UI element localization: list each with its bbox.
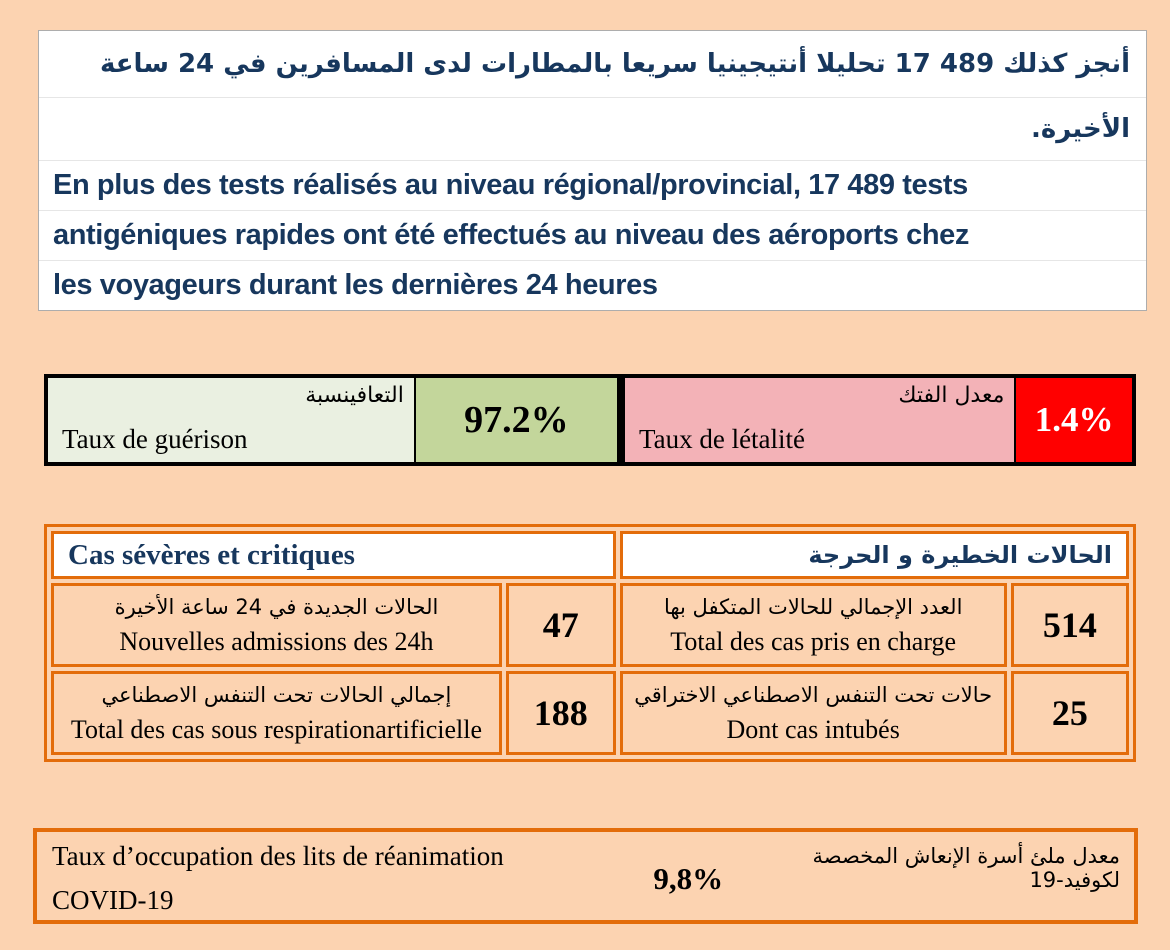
severe-table-title-arabic: الحالات الخطيرة و الحرجة	[619, 531, 1129, 579]
ventilation-label-cell: إجمالي الحالات تحت التنفس الاصطناعي Tota…	[51, 671, 502, 755]
severe-table-header-row: Cas sévères et critiques الحالات الخطيرة…	[51, 531, 1129, 579]
severe-table-title-french: Cas sévères et critiques	[51, 531, 616, 579]
total-cases-label-cell: العدد الإجمالي للحالات المتكفل بها Total…	[619, 583, 1007, 667]
french-tests-text-line3: les voyageurs durant les dernières 24 he…	[39, 260, 1146, 310]
severe-table-row-1: الحالات الجديدة في 24 ساعة الأخيرة Nouve…	[51, 583, 1129, 667]
fatality-label-french: Taux de létalité	[639, 424, 806, 454]
icu-label-arabic: معدل ملئ أسرة الإنعاش المخصصة لكوفيد-19	[812, 844, 1120, 892]
recovery-rate-value: 97.2%	[413, 378, 617, 462]
recovery-label-french: Taux de guérison	[62, 424, 248, 454]
intubated-label-arabic: حالات تحت التنفس الاصطناعي الاختراقي	[634, 683, 993, 707]
total-cases-label-french: Total des cas pris en charge	[670, 627, 957, 656]
icu-label-french-line1: Taux d’occupation des lits de réanimatio…	[52, 841, 504, 871]
icu-occupancy-value: 9,8%	[653, 861, 724, 896]
total-cases-value: 514	[1010, 583, 1129, 667]
severe-table-row-2: إجمالي الحالات تحت التنفس الاصطناعي Tota…	[51, 671, 1129, 755]
fatality-rate-value: 1.4%	[1014, 378, 1132, 462]
ventilation-value: 188	[505, 671, 616, 755]
intubated-label-cell: حالات تحت التنفس الاصطناعي الاختراقي Don…	[619, 671, 1007, 755]
arabic-tests-text-line2: الأخيرة.	[39, 97, 1146, 160]
intubated-value: 25	[1010, 671, 1129, 755]
icu-occupancy-box: Taux d’occupation des lits de réanimatio…	[33, 828, 1138, 924]
intubated-label-french: Dont cas intubés	[726, 715, 900, 744]
new-admissions-value: 47	[505, 583, 616, 667]
fatality-label-cell: معدل الفتك Taux de létalité	[625, 378, 1015, 462]
new-admissions-label-arabic: الحالات الجديدة في 24 ساعة الأخيرة	[114, 595, 439, 619]
french-tests-text-line2: antigéniques rapides ont été effectués a…	[39, 210, 1146, 260]
icu-label-french-line2: COVID-19	[52, 885, 174, 915]
rates-row: التعافينسبة Taux de guérison 97.2% معدل …	[44, 374, 1136, 466]
ventilation-label-french: Total des cas sous respirationartificiel…	[70, 715, 483, 744]
fatality-rate-box: معدل الفتك Taux de létalité 1.4%	[621, 374, 1136, 466]
recovery-rate-box: التعافينسبة Taux de guérison 97.2%	[44, 374, 621, 466]
tests-info-box: أنجز كذلك 489 17 تحليلا أنتيجينيا سريعا …	[38, 30, 1147, 311]
arabic-tests-text-line1: أنجز كذلك 489 17 تحليلا أنتيجينيا سريعا …	[100, 49, 1130, 79]
new-admissions-label-cell: الحالات الجديدة في 24 ساعة الأخيرة Nouve…	[51, 583, 502, 667]
recovery-label-arabic: التعافينسبة	[305, 383, 404, 408]
new-admissions-label-french: Nouvelles admissions des 24h	[119, 627, 434, 656]
severe-cases-table: Cas sévères et critiques الحالات الخطيرة…	[44, 524, 1136, 762]
total-cases-label-arabic: العدد الإجمالي للحالات المتكفل بها	[663, 595, 963, 619]
recovery-label-cell: التعافينسبة Taux de guérison	[48, 378, 414, 462]
ventilation-label-arabic: إجمالي الحالات تحت التنفس الاصطناعي	[101, 683, 452, 707]
fatality-label-arabic: معدل الفتك	[898, 383, 1005, 408]
icu-label-french: Taux d’occupation des lits de réanimatio…	[37, 832, 622, 920]
french-tests-text-line1: En plus des tests réalisés au niveau rég…	[39, 160, 1146, 210]
